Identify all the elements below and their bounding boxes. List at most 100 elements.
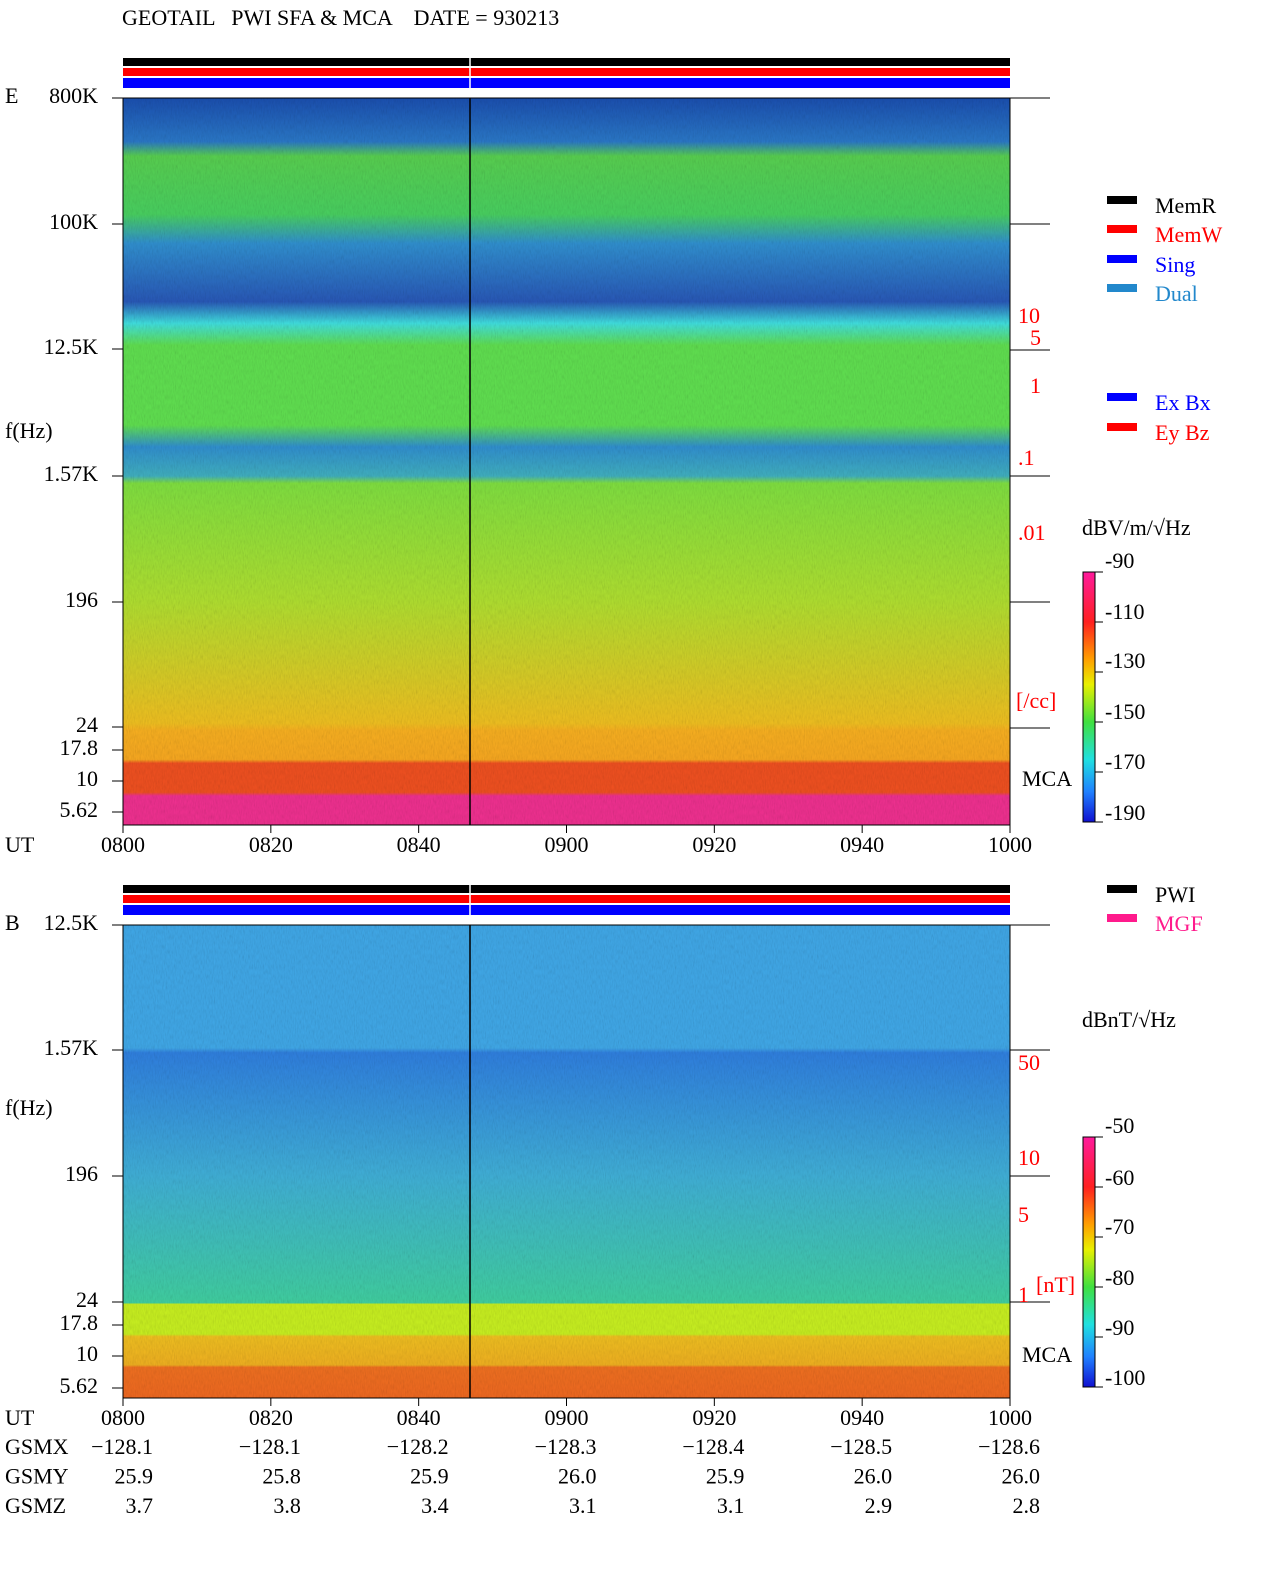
spectrogram-texture (123, 98, 1010, 825)
legend-swatch (1107, 196, 1137, 204)
right-scale-label: 1 (1030, 373, 1041, 398)
x-tick-label: 0820 (249, 1405, 293, 1430)
ephemeris-value: 3.1 (569, 1493, 597, 1518)
ephemeris-value: 25.9 (410, 1464, 449, 1489)
colorbar-tick-label: -60 (1105, 1165, 1134, 1190)
right-scale-label: 1 (1018, 1282, 1029, 1307)
ephemeris-label: GSMY (5, 1464, 69, 1489)
y-tick-label: 12.5K (44, 910, 99, 935)
legend-label: MGF (1155, 911, 1203, 936)
colorbar-tick-label: -150 (1105, 699, 1145, 724)
y-tick-label: 17.8 (60, 735, 99, 760)
status-bar (123, 78, 1010, 88)
colorbar-tick-label: -190 (1105, 800, 1145, 825)
legend-swatch (1107, 423, 1137, 431)
x-tick-label: 0900 (545, 832, 589, 857)
legend-swatch (1107, 393, 1137, 401)
y-tick-label: 196 (65, 587, 98, 612)
right-scale-label: .1 (1018, 445, 1035, 470)
mca-label: MCA (1022, 1342, 1072, 1367)
ephemeris-label: GSMZ (5, 1493, 66, 1518)
ephemeris-value: 2.9 (865, 1493, 893, 1518)
x-tick-label: 0940 (840, 1405, 884, 1430)
y-tick-label: 24 (76, 712, 98, 737)
y-tick-label: 1.57K (44, 1035, 99, 1060)
ephemeris-label: GSMX (5, 1434, 69, 1459)
legend-swatch (1107, 284, 1137, 292)
right-scale-label: 5 (1030, 325, 1041, 350)
legend-label: Ex Bx (1155, 390, 1211, 415)
ephemeris-value: 3.1 (717, 1493, 745, 1518)
ephemeris-value: 26.0 (558, 1464, 597, 1489)
status-bar (123, 895, 1010, 903)
x-tick-label: 0800 (101, 1405, 145, 1430)
spectrogram-texture (123, 925, 1010, 1398)
x-tick-label: 0840 (397, 1405, 441, 1430)
y-tick-label: 10 (76, 1341, 98, 1366)
right-scale-label: .01 (1018, 520, 1046, 545)
y-tick-label: 196 (65, 1161, 98, 1186)
y-tick-label: 12.5K (44, 334, 99, 359)
colorbar-tick-label: -50 (1105, 1113, 1134, 1138)
y-axis-label: f(Hz) (5, 1095, 53, 1120)
y-tick-label: 10 (76, 766, 98, 791)
colorbar-unit: dBnT/√Hz (1082, 1007, 1176, 1032)
right-scale-label: 5 (1018, 1202, 1029, 1227)
colorbar-tick-label: -90 (1105, 1315, 1134, 1340)
colorbar (1082, 1136, 1096, 1388)
x-tick-label: 0940 (840, 832, 884, 857)
colorbar (1082, 571, 1096, 823)
y-tick-label: 100K (49, 209, 98, 234)
ephemeris-value: 3.7 (126, 1493, 154, 1518)
x-tick-label: 1000 (988, 832, 1032, 857)
right-scale-label: [nT] (1036, 1272, 1075, 1297)
x-tick-label: 0920 (692, 1405, 736, 1430)
ephemeris-value: −128.1 (91, 1434, 153, 1459)
legend-swatch (1107, 255, 1137, 263)
right-scale-label: 10 (1018, 1145, 1040, 1170)
legend-label: MemR (1155, 193, 1216, 218)
right-scale-label: 50 (1018, 1050, 1040, 1075)
colorbar-tick-label: -80 (1105, 1265, 1134, 1290)
panel-label: B (5, 910, 20, 935)
colorbar-tick-label: -170 (1105, 749, 1145, 774)
x-axis-label: UT (5, 832, 35, 857)
status-bar (123, 885, 1010, 893)
ephemeris-value: −128.3 (535, 1434, 597, 1459)
ephemeris-value: 25.8 (262, 1464, 301, 1489)
x-tick-label: 1000 (988, 1405, 1032, 1430)
ephemeris-value: 3.4 (421, 1493, 449, 1518)
ephemeris-value: −128.5 (830, 1434, 892, 1459)
x-tick-label: 0800 (101, 832, 145, 857)
x-tick-label: 0920 (692, 832, 736, 857)
colorbar-tick-label: -130 (1105, 648, 1145, 673)
x-tick-label: 0840 (397, 832, 441, 857)
colorbar-tick-label: -110 (1105, 599, 1145, 624)
x-tick-label: 0820 (249, 832, 293, 857)
status-bar (123, 68, 1010, 76)
y-tick-label: 24 (76, 1287, 98, 1312)
y-tick-label: 1.57K (44, 461, 99, 486)
y-tick-label: 17.8 (60, 1310, 99, 1335)
ephemeris-value: 3.8 (273, 1493, 301, 1518)
y-axis-label: f(Hz) (5, 418, 53, 443)
title: GEOTAIL PWI SFA & MCA DATE = 930213 (122, 5, 559, 30)
legend-label: Ey Bz (1155, 420, 1210, 445)
ephemeris-value: −128.2 (387, 1434, 449, 1459)
legend-label: PWI (1155, 882, 1195, 907)
legend-label: MemW (1155, 222, 1222, 247)
ephemeris-value: 2.8 (1013, 1493, 1041, 1518)
legend-swatch (1107, 225, 1137, 233)
colorbar-tick-label: -70 (1105, 1214, 1134, 1239)
ephemeris-value: 25.9 (115, 1464, 154, 1489)
legend-label: Dual (1155, 281, 1198, 306)
ephemeris-value: 26.0 (1002, 1464, 1041, 1489)
ephemeris-value: 25.9 (706, 1464, 745, 1489)
y-tick-label: 800K (49, 83, 98, 108)
legend-swatch (1107, 885, 1137, 893)
ephemeris-value: 26.0 (854, 1464, 893, 1489)
ephemeris-value: −128.6 (978, 1434, 1040, 1459)
mca-label: MCA (1022, 766, 1072, 791)
x-tick-label: 0900 (545, 1405, 589, 1430)
